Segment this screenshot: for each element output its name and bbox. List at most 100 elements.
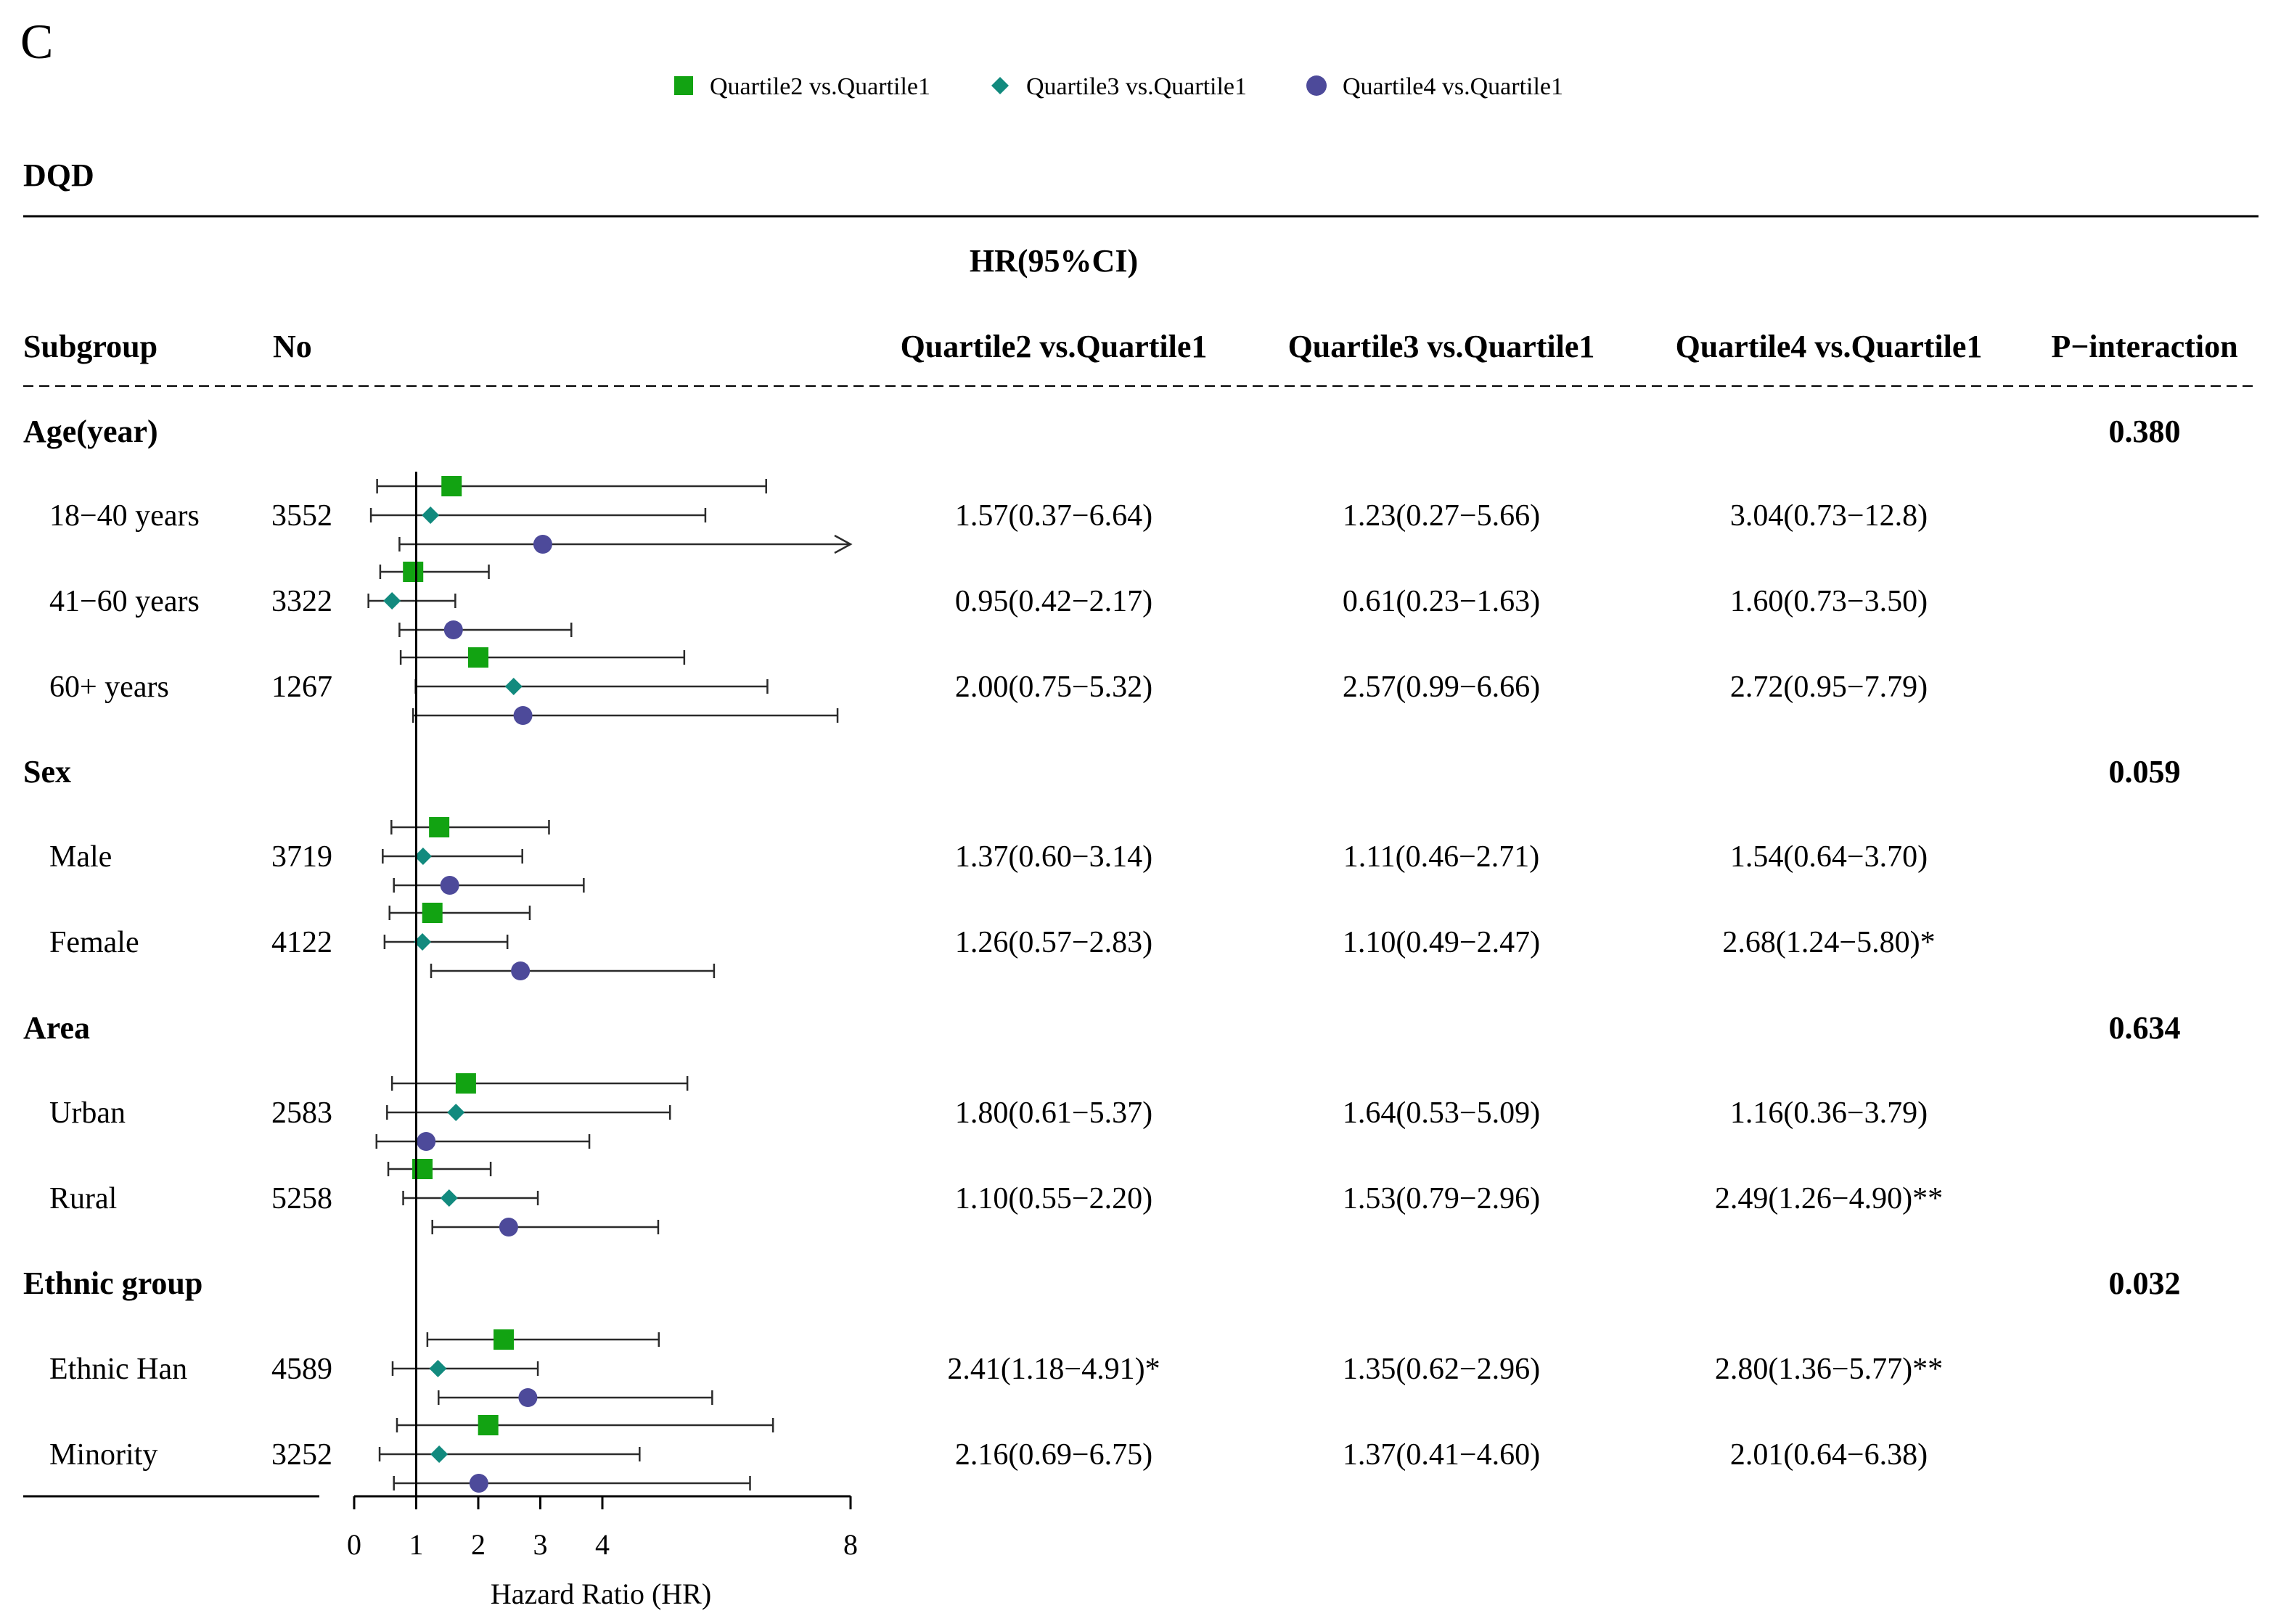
hr-point-diamond — [447, 1104, 465, 1121]
hr-point-square — [494, 1329, 515, 1350]
subgroup-label: 60+ years — [49, 670, 169, 704]
sample-size: 3719 — [271, 840, 332, 874]
x-tick-label: 2 — [471, 1528, 486, 1561]
hr-ci-text: 1.37(0.41−4.60) — [1343, 1438, 1540, 1472]
hr-point-circle — [440, 876, 459, 895]
subgroup-label: Minority — [49, 1438, 157, 1472]
group-label: Ethnic group — [23, 1266, 202, 1301]
hr-point-circle — [511, 961, 531, 980]
hr-point-diamond — [422, 507, 440, 524]
hr-ci-text: 2.16(0.69−6.75) — [955, 1438, 1152, 1472]
hr-point-circle — [469, 1474, 488, 1493]
hr-point-square — [478, 1415, 499, 1435]
legend-label: Quartile3 vs.Quartile1 — [1026, 73, 1247, 100]
column-header-no: No — [273, 329, 312, 364]
column-header-q3: Quartile3 vs.Quartile1 — [1288, 329, 1595, 364]
hr-point-diamond — [504, 678, 523, 695]
legend-marker-circle — [1306, 75, 1327, 96]
column-header-q4: Quartile4 vs.Quartile1 — [1676, 329, 1983, 364]
hr-point-diamond — [414, 848, 432, 865]
hr-ci-text: 1.60(0.73−3.50) — [1730, 585, 1928, 618]
hr-point-circle — [518, 1388, 538, 1407]
group-label: Sex — [23, 754, 71, 790]
legend-marker-square — [674, 76, 693, 95]
sample-size: 4589 — [271, 1353, 332, 1386]
hr-ci-text: 0.61(0.23−1.63) — [1343, 585, 1540, 618]
subgroup-label: Ethnic Han — [49, 1353, 187, 1386]
sample-size: 5258 — [271, 1182, 332, 1215]
p-interaction-value: 0.634 — [2109, 1010, 2181, 1046]
column-header-q2: Quartile2 vs.Quartile1 — [901, 329, 1208, 364]
hr-ci-text: 1.10(0.49−2.47) — [1343, 926, 1540, 959]
hr-point-square — [455, 1073, 476, 1094]
hr-ci-text: 2.68(1.24−5.80)* — [1722, 926, 1935, 959]
hr-ci-text: 1.57(0.37−6.64) — [955, 499, 1152, 533]
hr-ci-text: 2.00(0.75−5.32) — [955, 670, 1152, 704]
subgroup-label: 41−60 years — [49, 585, 200, 618]
sample-size: 3552 — [271, 499, 332, 533]
hr-ci-text: 3.04(0.73−12.8) — [1730, 499, 1928, 533]
hr-point-diamond — [440, 1189, 458, 1207]
group-label: Age(year) — [23, 414, 158, 449]
p-interaction-value: 0.059 — [2109, 754, 2181, 790]
column-header-p-interaction: P−interaction — [2051, 329, 2237, 364]
x-tick-label: 0 — [347, 1528, 361, 1561]
hr-point-square — [441, 476, 462, 496]
hr-ci-text: 1.53(0.79−2.96) — [1343, 1182, 1540, 1215]
subgroup-label: Female — [49, 926, 139, 959]
hr-ci-text: 1.37(0.60−3.14) — [955, 840, 1152, 874]
hr-point-circle — [533, 535, 552, 554]
hr-ci-text: 1.16(0.36−3.79) — [1730, 1096, 1928, 1130]
ci-overflow-arrow — [834, 534, 853, 554]
hr-point-circle — [443, 620, 463, 639]
hr-point-diamond — [383, 592, 401, 610]
hr-ci-text: 2.41(1.18−4.91)* — [947, 1353, 1160, 1386]
x-axis-title: Hazard Ratio (HR) — [491, 1578, 711, 1610]
hr-ci-text: 0.95(0.42−2.17) — [955, 585, 1152, 618]
subgroup-label: Urban — [49, 1096, 126, 1130]
sample-size: 1267 — [271, 670, 332, 704]
hr-point-circle — [513, 706, 533, 725]
legend-marker-diamond — [991, 77, 1009, 94]
hr-ci-header: HR(95%CI) — [970, 243, 1138, 279]
hr-point-square — [468, 647, 488, 668]
hr-ci-text: 1.80(0.61−5.37) — [955, 1096, 1152, 1130]
plot-area — [367, 476, 853, 1493]
group-label: Area — [23, 1010, 90, 1046]
hr-point-circle — [417, 1132, 436, 1151]
hr-ci-text: 2.80(1.36−5.77)** — [1715, 1353, 1943, 1386]
hr-point-circle — [499, 1218, 518, 1237]
subgroup-label: 18−40 years — [49, 499, 200, 533]
x-tick-label: 3 — [533, 1528, 548, 1561]
x-tick-label: 4 — [595, 1528, 610, 1561]
subgroup-label: Male — [49, 840, 112, 874]
column-header-subgroup: Subgroup — [23, 329, 157, 364]
sample-size: 2583 — [271, 1096, 332, 1130]
hr-point-square — [403, 562, 424, 582]
legend: Quartile2 vs.Quartile1 Quartile3 vs.Quart… — [674, 73, 1563, 100]
legend-label: Quartile2 vs.Quartile1 — [710, 73, 930, 100]
hr-point-square — [429, 817, 450, 837]
x-tick-label: 1 — [409, 1528, 424, 1561]
panel-label: C — [20, 14, 53, 69]
x-axis: 0 1 2 3 4 8 Hazard Ratio (HR) — [23, 472, 858, 1610]
legend-label: Quartile4 vs.Quartile1 — [1343, 73, 1563, 100]
hr-point-diamond — [430, 1445, 449, 1463]
hr-ci-text: 1.23(0.27−5.66) — [1343, 499, 1540, 533]
hr-ci-text: 1.64(0.53−5.09) — [1343, 1096, 1540, 1130]
sample-size: 3252 — [271, 1438, 332, 1472]
hr-ci-text: 2.49(1.26−4.90)** — [1715, 1182, 1943, 1215]
table-rows: Age(year) 0.380 18−40 years 3552 1.57(0.37−6… — [23, 414, 2181, 1472]
hr-point-diamond — [429, 1360, 447, 1377]
sample-size: 4122 — [271, 926, 332, 959]
sample-size: 3322 — [271, 585, 332, 618]
x-tick-label: 8 — [843, 1528, 858, 1561]
subgroup-label: Rural — [49, 1182, 117, 1215]
hr-ci-text: 2.01(0.64−6.38) — [1730, 1438, 1928, 1472]
hr-ci-text: 2.72(0.95−7.79) — [1730, 670, 1928, 704]
p-interaction-value: 0.032 — [2109, 1266, 2181, 1301]
p-interaction-value: 0.380 — [2109, 414, 2181, 449]
hr-ci-text: 1.26(0.57−2.83) — [955, 926, 1152, 959]
hr-ci-text: 1.11(0.46−2.71) — [1343, 840, 1540, 874]
